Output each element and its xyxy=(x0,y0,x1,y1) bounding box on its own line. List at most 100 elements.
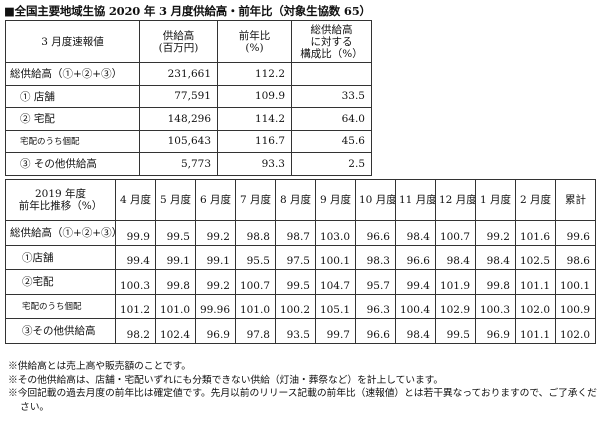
month-header: 8 月度 xyxy=(275,179,316,221)
row-label: ① 店舗 xyxy=(5,84,140,108)
table-cell: 109.9 xyxy=(217,84,292,108)
table-row: ③ その他供給高 5,773 93.3 2.5 xyxy=(5,152,372,176)
table-cell: 103.0 xyxy=(315,220,356,246)
column-header: 前年比 (%) xyxy=(217,20,292,63)
table-cell: 98.8 xyxy=(235,220,276,246)
footnote-line: さい。 xyxy=(20,401,50,413)
month-header: 2 月度 xyxy=(515,179,556,221)
table-cell: 100.3 xyxy=(115,269,156,295)
table-row: ①店舗 99.4 99.1 99.1 95.5 97.5 100.1 98.3 96.6 98.4… xyxy=(5,244,596,270)
table-row: 総供給高（①+②+③） 99.9 99.5 99.2 98.8 98.7 103.0 96.6… xyxy=(5,220,596,246)
table-cell: 99.1 xyxy=(195,244,236,270)
table-cell: 102.0 xyxy=(515,293,556,319)
column-header: 供給高 (百万円) xyxy=(139,20,218,63)
month-header: 10 月度 xyxy=(355,179,396,221)
column-header: 3 月度速報値 xyxy=(5,20,140,63)
table-cell: 101.2 xyxy=(115,293,156,319)
table-cell: 99.2 xyxy=(475,220,516,246)
month-header: 9 月度 xyxy=(315,179,356,221)
table-cell: 101.0 xyxy=(235,293,276,319)
table-cell: 77,591 xyxy=(139,84,218,108)
table-cell: 96.6 xyxy=(395,244,436,270)
table-cell: 116.7 xyxy=(217,129,292,153)
month-header: 7 月度 xyxy=(235,179,276,221)
table-cell: 99.8 xyxy=(155,269,196,295)
table-cell: 96.6 xyxy=(355,220,396,246)
table-cell: 99.4 xyxy=(115,244,156,270)
monthly-yoy-table: 2019 年度 前年比推移（%） 4 月度 5 月度 6 月度 7 月度 8 月度 9 月度 1… xyxy=(5,179,596,344)
table-row: 総供給高（①+②+③） 231,661 112.2 xyxy=(5,62,372,86)
table-cell: 104.7 xyxy=(315,269,356,295)
table-cell: 100.1 xyxy=(555,269,596,295)
table-cell: 99.7 xyxy=(315,318,356,344)
row-label: 宅配のうち個配 xyxy=(5,293,116,319)
corner-header: 2019 年度 前年比推移（%） xyxy=(5,179,116,221)
table-cell: 98.4 xyxy=(395,318,436,344)
table-cell: 100.7 xyxy=(235,269,276,295)
table-cell: 5,773 xyxy=(139,152,218,176)
row-label: 総供給高（①+②+③） xyxy=(5,62,140,86)
march-summary-table: 3 月度速報値 供給高 (百万円) 前年比 (%) 総供給高 に対する 構成比（%） 総… xyxy=(5,20,372,176)
table-cell: 101.6 xyxy=(515,220,556,246)
table-cell: 112.2 xyxy=(217,62,292,86)
table-cell: 98.6 xyxy=(555,244,596,270)
footnote-line: ※供給高とは売上高や販売額のことです。 xyxy=(8,361,191,372)
table-cell: 102.5 xyxy=(515,244,556,270)
row-label: ②宅配 xyxy=(5,269,116,295)
table-cell: 93.3 xyxy=(217,152,292,176)
table-cell: 102.0 xyxy=(555,318,596,344)
table-cell: 99.6 xyxy=(555,220,596,246)
table-cell: 100.1 xyxy=(315,244,356,270)
table-cell: 105.1 xyxy=(315,293,356,319)
month-header: 累計 xyxy=(555,179,596,221)
month-header: 5 月度 xyxy=(155,179,196,221)
month-header: 11 月度 xyxy=(395,179,436,221)
table-cell: 98.4 xyxy=(435,244,476,270)
table-cell: 96.9 xyxy=(475,318,516,344)
table-row: ① 店舗 77,591 109.9 33.5 xyxy=(5,84,372,108)
table-cell: 98.2 xyxy=(115,318,156,344)
table-cell: 98.3 xyxy=(355,244,396,270)
table-cell: 102.9 xyxy=(435,293,476,319)
row-label: ③ その他供給高 xyxy=(5,152,140,176)
row-label: ①店舗 xyxy=(5,244,116,270)
table-cell: 99.4 xyxy=(395,269,436,295)
table-row: ③その他供給高 98.2 102.4 96.9 97.8 93.5 99.7 96.6 98.4… xyxy=(5,318,596,344)
table-cell: 96.3 xyxy=(355,293,396,319)
table-cell: 99.1 xyxy=(155,244,196,270)
table-cell: 101.9 xyxy=(435,269,476,295)
table-cell: 2.5 xyxy=(291,152,372,176)
table-cell: 99.9 xyxy=(115,220,156,246)
table-row: 宅配のうち個配 101.2 101.0 99.96 101.0 100.2 105.1 96.… xyxy=(5,293,596,319)
table-cell: 101.1 xyxy=(515,318,556,344)
footnotes: ※供給高とは売上高や販売額のことです。 ※その他供給高は、店舗・宅配いずれにも分類… xyxy=(8,360,598,414)
table-cell: 99.5 xyxy=(155,220,196,246)
table-cell: 100.3 xyxy=(475,293,516,319)
footnote-line: ※今回記載の過去月度の前年比は確定値です。先月以前のリリース記載の前年比（速報値… xyxy=(8,388,597,399)
table-cell: 97.5 xyxy=(275,244,316,270)
table-row: 宅配のうち個配 105,643 116.7 45.6 xyxy=(5,129,372,153)
table-cell: 99.2 xyxy=(195,269,236,295)
column-header: 総供給高 に対する 構成比（%） xyxy=(291,20,372,63)
table-cell: 96.6 xyxy=(355,318,396,344)
table-header-row: 3 月度速報値 供給高 (百万円) 前年比 (%) 総供給高 に対する 構成比（%） xyxy=(5,20,372,63)
table-cell: 97.8 xyxy=(235,318,276,344)
table-cell: 100.9 xyxy=(555,293,596,319)
table-cell: 95.7 xyxy=(355,269,396,295)
footnote-line: ※その他供給高は、店舗・宅配いずれにも分類できない供給（灯油・葬祭など）を計上し… xyxy=(8,374,444,386)
table-cell: 100.4 xyxy=(395,293,436,319)
month-header: 1 月度 xyxy=(475,179,516,221)
table-cell: 64.0 xyxy=(291,107,372,131)
table-cell: 100.7 xyxy=(435,220,476,246)
table-cell: 105,643 xyxy=(139,129,218,153)
table-cell: 99.5 xyxy=(275,269,316,295)
table-cell: 99.2 xyxy=(195,220,236,246)
table-cell: 93.5 xyxy=(275,318,316,344)
table-row: ② 宅配 148,296 114.2 64.0 xyxy=(5,107,372,131)
table-cell: 33.5 xyxy=(291,84,372,108)
table-header-row: 2019 年度 前年比推移（%） 4 月度 5 月度 6 月度 7 月度 8 月度 9 月度 1… xyxy=(5,179,596,221)
table-cell: 99.96 xyxy=(195,293,236,319)
table-cell: 148,296 xyxy=(139,107,218,131)
month-header: 12 月度 xyxy=(435,179,476,221)
row-label: 宅配のうち個配 xyxy=(5,129,140,153)
